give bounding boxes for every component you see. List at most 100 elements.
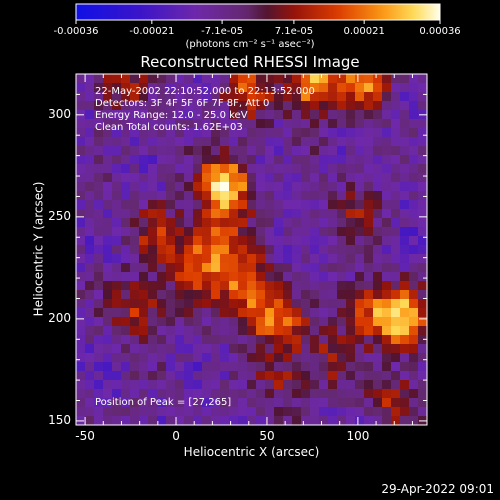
- heatmap-cell: [211, 173, 220, 182]
- heatmap-cell: [364, 254, 373, 263]
- heatmap-cell: [202, 308, 211, 317]
- heatmap-cell: [256, 263, 265, 272]
- heatmap-cell: [382, 416, 391, 425]
- heatmap-cell: [139, 119, 148, 128]
- heatmap-cell: [229, 281, 238, 290]
- heatmap-cell: [274, 164, 283, 173]
- heatmap-cell: [265, 227, 274, 236]
- heatmap-cell: [355, 407, 364, 416]
- heatmap-cell: [103, 299, 112, 308]
- heatmap-cell: [103, 137, 112, 146]
- chart-title: Reconstructed RHESSI Image: [140, 53, 360, 71]
- heatmap-cell: [184, 209, 193, 218]
- heatmap-cell: [112, 200, 121, 209]
- heatmap-cell: [211, 308, 220, 317]
- heatmap-cell: [400, 101, 409, 110]
- heatmap-cell: [157, 362, 166, 371]
- heatmap-cell: [346, 101, 355, 110]
- y-tick-label: 150: [48, 412, 71, 427]
- heatmap-cell: [337, 182, 346, 191]
- heatmap-cell: [121, 164, 130, 173]
- heatmap-cell: [337, 290, 346, 299]
- heatmap-cell: [301, 317, 310, 326]
- heatmap-cell: [382, 254, 391, 263]
- heatmap-cell: [130, 110, 139, 119]
- heatmap-cell: [364, 227, 373, 236]
- heatmap-cell: [355, 335, 364, 344]
- heatmap-cell: [211, 326, 220, 335]
- heatmap-cell: [265, 146, 274, 155]
- heatmap-cell: [148, 344, 157, 353]
- heatmap-cell: [211, 92, 220, 101]
- heatmap-cell: [355, 101, 364, 110]
- heatmap-cell: [94, 128, 103, 137]
- heatmap-cell: [148, 389, 157, 398]
- heatmap-cell: [382, 227, 391, 236]
- heatmap-cell: [211, 209, 220, 218]
- heatmap-cell: [310, 254, 319, 263]
- heatmap-cell: [157, 182, 166, 191]
- heatmap-cell: [247, 119, 256, 128]
- heatmap-cell: [364, 218, 373, 227]
- heatmap-cell: [157, 74, 166, 83]
- heatmap-cell: [175, 263, 184, 272]
- heatmap-cell: [247, 236, 256, 245]
- heatmap-cell: [382, 389, 391, 398]
- heatmap-cell: [139, 74, 148, 83]
- heatmap-cell: [310, 407, 319, 416]
- heatmap-cell: [148, 326, 157, 335]
- heatmap-cell: [121, 146, 130, 155]
- heatmap-cell: [211, 155, 220, 164]
- heatmap-cell: [418, 119, 427, 128]
- heatmap-cell: [220, 236, 229, 245]
- heatmap-cell: [220, 263, 229, 272]
- heatmap-cell: [355, 227, 364, 236]
- heatmap-cell: [301, 254, 310, 263]
- heatmap-cell: [391, 101, 400, 110]
- heatmap-cell: [256, 155, 265, 164]
- heatmap-cell: [229, 137, 238, 146]
- heatmap-cell: [373, 245, 382, 254]
- heatmap-cell: [148, 380, 157, 389]
- heatmap-cell: [373, 173, 382, 182]
- heatmap-cell: [148, 209, 157, 218]
- heatmap-cell: [256, 92, 265, 101]
- heatmap-cell: [274, 110, 283, 119]
- heatmap-cell: [94, 281, 103, 290]
- heatmap-cell: [121, 380, 130, 389]
- heatmap-cell: [229, 218, 238, 227]
- heatmap-cell: [310, 83, 319, 92]
- heatmap-cell: [382, 128, 391, 137]
- heatmap-cell: [319, 182, 328, 191]
- heatmap-cell: [85, 209, 94, 218]
- heatmap-cell: [319, 236, 328, 245]
- heatmap-cell: [418, 92, 427, 101]
- heatmap-cell: [229, 101, 238, 110]
- heatmap-cell: [337, 164, 346, 173]
- heatmap-cell: [418, 326, 427, 335]
- heatmap-cell: [166, 290, 175, 299]
- colorbar-ticks: [75, 20, 441, 24]
- heatmap-cell: [337, 83, 346, 92]
- heatmap-cell: [211, 290, 220, 299]
- heatmap-cell: [184, 236, 193, 245]
- heatmap-cell: [346, 281, 355, 290]
- heatmap-cell: [391, 182, 400, 191]
- heatmap-cell: [211, 416, 220, 425]
- heatmap-cell: [229, 173, 238, 182]
- heatmap-cell: [121, 227, 130, 236]
- heatmap-cell: [112, 344, 121, 353]
- heatmap-cell: [283, 227, 292, 236]
- heatmap-cell: [409, 362, 418, 371]
- heatmap-cell: [328, 83, 337, 92]
- annotation-detectors: Detectors: 3F 4F 5F 6F 7F 8F, Att 0: [95, 98, 270, 109]
- heatmap-cell: [76, 74, 85, 83]
- heatmap-cell: [193, 308, 202, 317]
- heatmap-cell: [256, 335, 265, 344]
- heatmap-cell: [85, 128, 94, 137]
- heatmap-cell: [193, 227, 202, 236]
- heatmap-cell: [400, 353, 409, 362]
- heatmap-cell: [292, 92, 301, 101]
- heatmap-cell: [328, 101, 337, 110]
- heatmap-cell: [292, 200, 301, 209]
